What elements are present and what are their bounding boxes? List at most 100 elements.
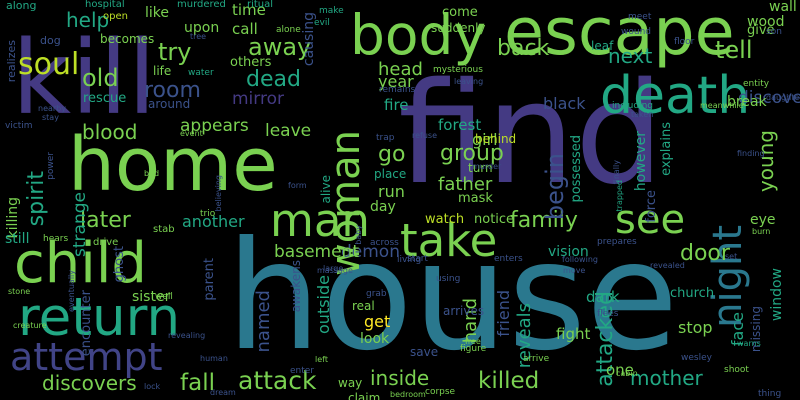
cloud-word: spirit: [24, 171, 49, 227]
cloud-word: one: [606, 361, 634, 379]
cloud-word: trapped: [615, 180, 624, 212]
cloud-word: outside: [314, 275, 333, 334]
cloud-word: prepares: [597, 237, 637, 247]
cloud-word: encounter: [79, 290, 94, 357]
cloud-word: meanwhile: [700, 101, 744, 110]
cloud-word: call: [232, 20, 258, 38]
cloud-word: real: [352, 299, 375, 313]
cloud-word: find: [398, 53, 664, 216]
cloud-word: son: [766, 27, 782, 37]
cloud-word: using: [436, 274, 461, 284]
cloud-word: taken: [631, 110, 654, 119]
cloud-word: entity: [743, 79, 770, 89]
cloud-word: set: [725, 252, 738, 261]
cloud-word: strange: [70, 192, 90, 257]
cloud-word: refuse: [412, 131, 438, 140]
cloud-word: parent: [202, 258, 217, 301]
cloud-word: attack: [238, 366, 317, 395]
cloud-word: house: [226, 210, 679, 384]
cloud-word: church: [670, 286, 715, 301]
cloud-word: flees: [597, 309, 619, 319]
cloud-word: girl: [472, 130, 498, 149]
cloud-word: take: [400, 214, 498, 267]
cloud-word: evil: [314, 18, 330, 28]
cloud-word: door: [680, 241, 730, 266]
cloud-word: save: [410, 345, 439, 359]
cloud-word: wall: [769, 0, 797, 15]
cloud-word: floor: [674, 37, 695, 47]
cloud-word: back: [497, 36, 550, 61]
cloud-word: forest: [438, 116, 482, 134]
cloud-word: dark: [586, 288, 620, 306]
cloud-word: death: [600, 66, 751, 126]
cloud-word: wesley: [681, 353, 712, 363]
cloud-word: upon: [184, 20, 220, 36]
cloud-word: drive: [93, 237, 119, 248]
cloud-word: including: [612, 101, 653, 111]
cloud-word: bedroom: [390, 390, 426, 399]
cloud-word: thing: [758, 389, 782, 399]
cloud-word: time: [232, 1, 266, 19]
cloud-word: named: [253, 290, 274, 353]
cloud-word: escape: [504, 0, 735, 70]
cloud-word: water: [188, 68, 214, 78]
cloud-word: man: [270, 194, 370, 247]
cloud-word: lock: [144, 382, 161, 391]
cloud-word: room: [144, 78, 201, 103]
cloud-word: another: [182, 212, 245, 231]
cloud-word: event: [180, 129, 203, 138]
cloud-word: turn: [468, 161, 493, 175]
cloud-word: stone: [8, 287, 31, 296]
cloud-word: friend: [494, 290, 513, 337]
cloud-word: make: [319, 6, 344, 16]
cloud-word: arrive: [523, 354, 550, 364]
cloud-word: eye: [750, 212, 776, 228]
cloud-word: possessed: [569, 135, 584, 203]
cloud-word: rescue: [83, 91, 127, 106]
cloud-word: later: [80, 208, 131, 233]
cloud-word: sister: [132, 289, 171, 305]
cloud-word: claim: [348, 391, 381, 400]
cloud-word: day: [370, 199, 396, 215]
cloud-word: large: [323, 264, 344, 273]
cloud-word: mother: [630, 366, 703, 390]
cloud-word: tell: [715, 36, 753, 64]
cloud-word: like: [145, 5, 170, 21]
cloud-word: inside: [370, 366, 430, 390]
cloud-word: try: [158, 38, 192, 66]
cloud-word: look: [360, 331, 390, 347]
cloud-word: daughter: [766, 93, 800, 102]
cloud-word: help: [66, 8, 110, 32]
cloud-word: mask: [458, 191, 493, 206]
cloud-word: stop: [678, 318, 713, 337]
cloud-word: becomes: [100, 32, 155, 46]
cloud-word: give: [747, 23, 775, 38]
cloud-word: warns: [737, 339, 761, 348]
cloud-word: away: [248, 33, 312, 61]
cloud-word: dead: [246, 67, 301, 92]
cloud-word: however: [633, 131, 649, 192]
cloud-word: leaf: [591, 39, 614, 53]
cloud-word: suddenly: [431, 21, 486, 35]
cloud-word: life: [153, 64, 172, 78]
cloud-word: finding: [737, 149, 765, 158]
cloud-word: enters: [494, 254, 523, 264]
cloud-word: wood: [747, 14, 785, 30]
cloud-word: home: [68, 122, 278, 208]
cloud-word: across: [370, 238, 399, 248]
cloud-word: killed: [478, 368, 540, 394]
cloud-word: wound: [621, 27, 651, 37]
cloud-word: grab: [366, 289, 387, 299]
cloud-word: following: [562, 255, 598, 264]
cloud-word: black: [543, 94, 586, 113]
cloud-word: ghost: [112, 246, 127, 283]
cloud-word: basement: [274, 242, 359, 262]
cloud-word: living: [397, 255, 422, 265]
cloud-word: family: [510, 208, 578, 233]
cloud-word: still: [5, 231, 30, 247]
cloud-word: hospital: [85, 0, 125, 10]
cloud-word: vision: [548, 244, 589, 260]
cloud-word: young: [754, 130, 778, 193]
cloud-word: soul: [18, 47, 80, 82]
